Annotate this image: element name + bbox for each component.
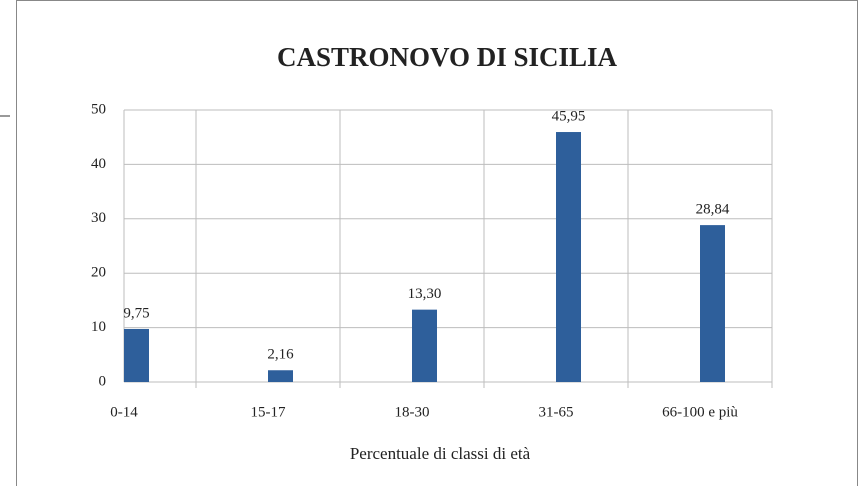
- x-tick-label: 15-17: [251, 404, 286, 420]
- bar: [268, 370, 293, 382]
- y-tick-label: 30: [91, 210, 106, 226]
- x-axis-label: Percentuale di classi di età: [350, 444, 531, 463]
- value-label: 28,84: [696, 202, 730, 218]
- x-tick-label: 31-65: [539, 404, 574, 420]
- y-tick-label: 40: [91, 156, 106, 172]
- chart-title: CASTRONOVO DI SICILIA: [277, 42, 618, 72]
- y-tick-label: 0: [99, 373, 107, 389]
- x-tick-label: 66-100 e più: [662, 404, 738, 420]
- bar: [700, 225, 725, 382]
- bar: [124, 328, 149, 382]
- value-label: 13,30: [408, 286, 442, 302]
- x-tick-label: 0-14: [110, 404, 138, 420]
- y-tick-label: 20: [91, 265, 106, 281]
- y-tick-label: 10: [91, 319, 106, 335]
- value-label: 9,75: [123, 305, 149, 321]
- value-label: 45,95: [552, 108, 586, 124]
- value-label: 2,16: [267, 347, 294, 363]
- y-tick-label: 50: [91, 101, 106, 117]
- bar: [412, 309, 437, 382]
- bar: [556, 132, 581, 382]
- x-tick-label: 18-30: [395, 404, 430, 420]
